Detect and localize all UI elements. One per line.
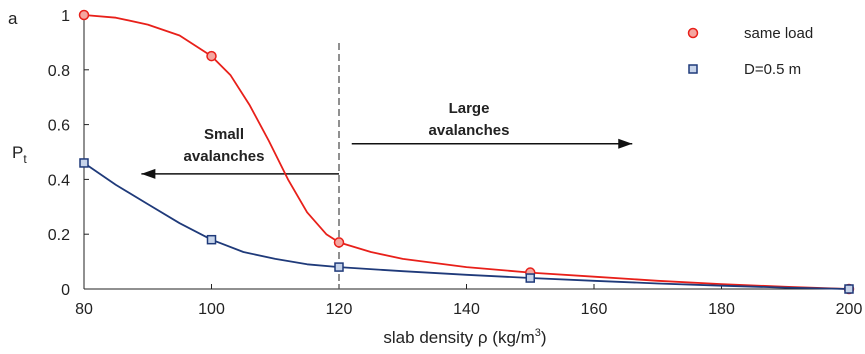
y-tick-label: 0.2 xyxy=(48,227,70,244)
legend-label-same-load: same load xyxy=(744,25,813,42)
x-tick-label: 200 xyxy=(836,301,863,318)
series-line-1 xyxy=(83,162,850,290)
data-point-circle xyxy=(206,50,217,62)
y-tick-label: 0.8 xyxy=(48,63,70,80)
y-tick-label: 1 xyxy=(61,8,70,25)
data-point-circle xyxy=(78,9,90,21)
y-axis-title: Pt xyxy=(12,143,27,166)
annotation-large-line2: avalanches xyxy=(429,122,510,139)
x-tick-label: 120 xyxy=(326,301,353,318)
legend-entry-d05: D=0.5 m xyxy=(688,61,801,78)
x-tick-label: 180 xyxy=(708,301,735,318)
x-axis-title: slab density ρ (kg/m3) xyxy=(383,327,546,347)
x-tick-label: 100 xyxy=(198,301,225,318)
legend: same load D=0.5 m xyxy=(687,25,813,78)
x-tick-label: 140 xyxy=(453,301,480,318)
data-point-square xyxy=(206,234,217,245)
data-point-square xyxy=(334,262,344,272)
annotation-large-line1: Large xyxy=(449,100,490,117)
x-axis-title-close: ) xyxy=(541,328,547,347)
legend-entry-same-load: same load xyxy=(687,25,813,42)
y-axis-title-sub: t xyxy=(23,152,27,166)
data-point-square xyxy=(79,158,89,168)
x-tick-label: 80 xyxy=(75,301,93,318)
y-tick-label: 0.6 xyxy=(48,118,70,135)
legend-marker-square xyxy=(688,64,698,74)
annotation-large: Large avalanches xyxy=(429,100,510,139)
plot-area: 80 100 120 140 160 180 200 0 0.2 0.4 0.6 0.8 1 xyxy=(48,8,863,318)
y-axis-title-main: P xyxy=(12,143,23,162)
data-point-circle xyxy=(333,237,345,248)
annotation-small-line2: avalanches xyxy=(184,148,265,165)
annotation-arrow-head-large xyxy=(618,138,633,149)
annotation-small-line1: Small xyxy=(204,126,244,143)
panel-label: a xyxy=(8,9,18,28)
annotation-small: Small avalanches xyxy=(184,126,265,165)
x-axis-title-main: slab density ρ (kg/m xyxy=(383,328,534,347)
y-tick-label: 0 xyxy=(61,282,70,299)
series-line-0 xyxy=(83,14,850,290)
data-point-square xyxy=(844,284,854,294)
data-point-square xyxy=(525,273,535,283)
annotation-arrow-head-small xyxy=(141,168,156,179)
legend-marker-circle xyxy=(687,27,699,39)
legend-label-d05: D=0.5 m xyxy=(744,61,801,78)
x-tick-label: 160 xyxy=(581,301,608,318)
x-axis-title-sup: 3 xyxy=(535,327,541,339)
y-tick-label: 0.4 xyxy=(48,172,70,189)
